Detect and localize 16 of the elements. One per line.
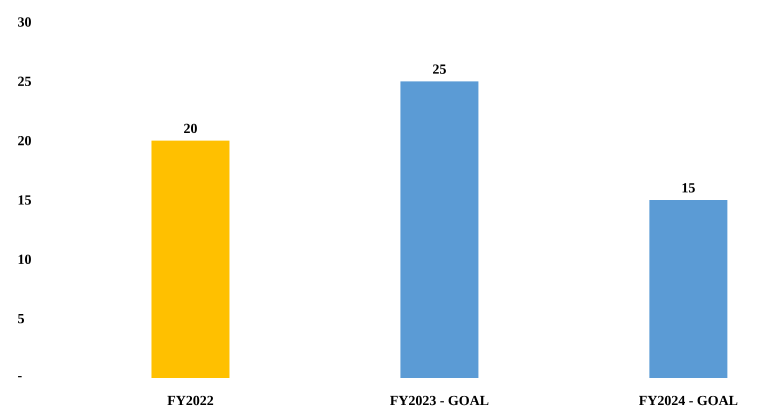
y-tick-label: 30 [18,17,31,27]
bar [400,81,478,378]
y-tick-label: 20 [18,136,31,146]
y-tick-label: 25 [18,76,31,86]
x-tick-label: FY2022 [167,396,214,406]
data-label: 15 [682,183,695,192]
y-tick-label: 15 [18,195,31,205]
data-label: 25 [433,64,446,74]
data-label: 20 [184,124,197,134]
x-tick-label: FY2024 - GOAL [639,396,738,406]
x-tick-label: FY2023 - GOAL [390,396,488,406]
y-tick-label: 5 [18,314,24,324]
y-tick-label: 10 [18,254,31,264]
bar [649,200,728,378]
y-tick-label: - [18,376,22,378]
bar [151,140,230,378]
